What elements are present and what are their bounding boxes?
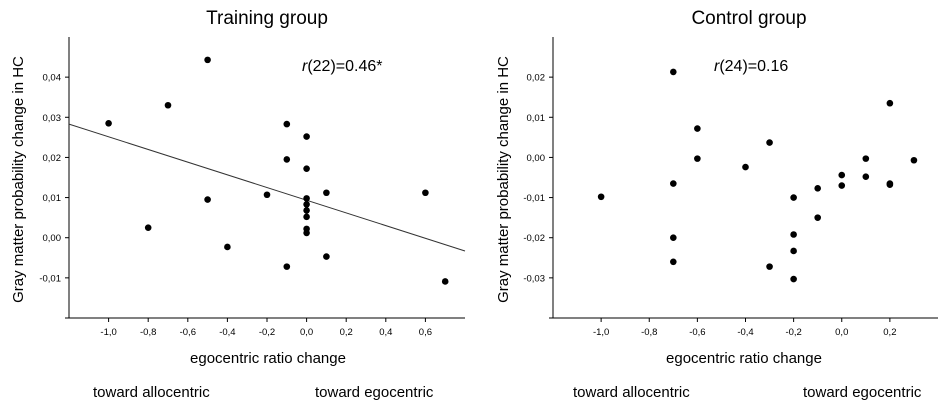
x-tick-label: -0,8 <box>140 327 156 338</box>
data-point <box>303 207 310 214</box>
y-tick-label: 0,01 <box>43 193 62 204</box>
x-tick-label: -0,2 <box>785 327 801 338</box>
data-point <box>323 253 330 260</box>
x-tick-label: -0,4 <box>219 327 235 338</box>
data-point <box>790 247 797 255</box>
x-tick-label: -0,4 <box>737 327 753 338</box>
data-point <box>283 263 291 270</box>
x-tick-label: 0,6 <box>419 327 432 338</box>
data-point <box>303 213 310 221</box>
x-tick-label: 0,2 <box>340 327 353 338</box>
x-tick-label: -1,0 <box>593 327 609 338</box>
data-point <box>886 181 894 189</box>
data-point <box>862 155 870 162</box>
data-point <box>910 156 918 164</box>
y-tick-label: -0,01 <box>523 193 545 204</box>
regression-line <box>68 123 466 252</box>
data-point <box>790 194 797 201</box>
data-point <box>303 229 310 237</box>
data-point <box>670 68 677 76</box>
direction-label-egocentric: toward egocentric <box>803 384 922 401</box>
correlation-stat-symbol: r <box>714 58 720 75</box>
y-tick-label: 0,04 <box>43 73 62 84</box>
data-point <box>838 182 846 189</box>
data-point <box>670 234 677 242</box>
y-tick-label: 0,00 <box>43 233 62 244</box>
x-tick-label: -0,6 <box>180 327 196 338</box>
y-tick-label: 0,01 <box>527 113 546 124</box>
x-tick-label: -0,6 <box>689 327 705 338</box>
data-point <box>105 120 112 127</box>
data-point <box>263 191 271 199</box>
data-point <box>204 196 211 203</box>
correlation-annotation: r(24)=0.16 <box>714 58 788 75</box>
x-tick-label: 0,4 <box>379 327 392 338</box>
data-point <box>766 263 773 270</box>
data-point <box>303 133 310 140</box>
x-tick-label: -0,8 <box>641 327 657 338</box>
data-point <box>814 185 821 192</box>
chart-title: Training group <box>206 8 328 29</box>
y-tick-label: 0,02 <box>43 153 62 164</box>
x-axis-label: egocentric ratio change <box>666 350 822 367</box>
data-point <box>303 195 310 202</box>
data-point <box>886 99 894 107</box>
data-point <box>441 278 449 285</box>
x-tick-label: -1,0 <box>100 327 116 338</box>
data-point <box>862 173 870 180</box>
x-axis-label: egocentric ratio change <box>190 350 346 367</box>
data-point <box>303 201 310 208</box>
data-point <box>597 193 605 201</box>
data-point <box>670 180 677 187</box>
data-point <box>283 156 291 163</box>
data-point <box>790 231 797 238</box>
direction-label-egocentric: toward egocentric <box>315 384 434 401</box>
data-point <box>283 120 291 128</box>
y-tick-label: -0,03 <box>523 273 545 284</box>
y-tick-label: -0,02 <box>523 233 545 244</box>
x-tick-label: 0,2 <box>883 327 896 338</box>
x-tick-label: 0,0 <box>835 327 848 338</box>
correlation-value: (22)=0.46* <box>307 58 382 75</box>
y-axis-label: Gray matter probability change in HC <box>495 56 512 303</box>
correlation-value: (24)=0.16 <box>719 58 788 75</box>
y-tick-label: 0,00 <box>527 153 546 164</box>
data-point <box>303 165 310 172</box>
data-point <box>838 171 846 179</box>
direction-label-allocentric: toward allocentric <box>93 384 210 401</box>
data-point <box>766 139 773 146</box>
panel-training: -0,01 0,00 0,01 0,02 0,03 0,04 -1,0 -0,8 -0,6 -0,… <box>10 8 466 401</box>
data-point <box>144 224 152 231</box>
data-point <box>204 56 211 64</box>
y-tick-label: 0,02 <box>527 73 546 84</box>
data-point <box>790 275 797 283</box>
data-point <box>814 214 821 221</box>
y-tick-label: 0,03 <box>43 113 62 124</box>
data-point <box>694 155 701 162</box>
data-point <box>224 243 231 251</box>
panel-control: -0,03 -0,02 -0,01 0,00 0,01 0,02 -1,0 -0,8 -0,6 -… <box>495 8 938 401</box>
data-point <box>670 258 677 266</box>
correlation-stat-symbol: r <box>302 58 308 75</box>
data-point <box>694 125 701 132</box>
data-point <box>422 189 429 197</box>
data-point <box>164 101 172 109</box>
y-tick-label: -0,01 <box>39 273 61 284</box>
x-tick-label: -0,2 <box>259 327 275 338</box>
x-tick-label: 0,0 <box>300 327 313 338</box>
direction-label-allocentric: toward allocentric <box>573 384 690 401</box>
data-point <box>742 163 749 171</box>
correlation-annotation: r(22)=0.46* <box>302 58 383 75</box>
chart-title: Control group <box>691 8 806 29</box>
y-axis-label: Gray matter probability change in HC <box>10 56 27 303</box>
data-point <box>323 189 330 197</box>
